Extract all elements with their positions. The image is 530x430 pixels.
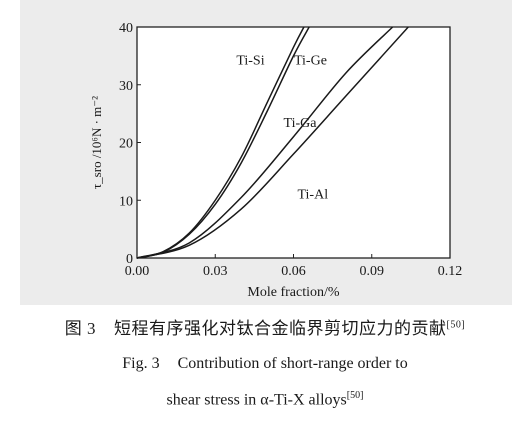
series-label-ti-al: Ti-Al [297, 188, 328, 203]
x-tick-label: 0.00 [125, 264, 150, 279]
caption-english-line2: shear stress in α-Ti-X alloys[50] [0, 389, 530, 411]
x-tick-label: 0.06 [281, 264, 306, 279]
caption-en-line2-text: shear stress in α-Ti-X alloys [166, 391, 347, 409]
caption-cn-text: 短程有序强化对钛合金临界剪切应力的贡献 [114, 319, 447, 338]
series-label-ti-ge: Ti-Ge [294, 54, 327, 69]
x-tick-label: 0.03 [203, 264, 228, 279]
caption-cn-ref: [50] [446, 319, 466, 331]
y-tick-label: 20 [119, 137, 133, 152]
x-tick-label: 0.09 [360, 264, 385, 279]
y-axis-label: τ_sro /10⁶N · m⁻² [89, 96, 104, 189]
caption-chinese: 图 3 短程有序强化对钛合金临界剪切应力的贡献[50] [0, 318, 530, 340]
series-label-ti-ga: Ti-Ga [284, 116, 318, 131]
line-chart: 0.00 0.03 0.06 0.09 0.12 0 10 20 30 40 Mole fracti… [89, 21, 463, 300]
caption-cn-label: 图 3 [64, 319, 97, 338]
y-tick-label: 0 [126, 252, 133, 267]
x-axis-label: Mole fraction/% [247, 285, 339, 300]
series-line-ti-al [136, 26, 409, 259]
series-line-ti-ga [136, 26, 394, 259]
caption-en-line1-text: Contribution of short-range order to [177, 355, 408, 372]
series-label-ti-si: Ti-Si [236, 54, 264, 69]
y-tick-label: 10 [119, 194, 133, 209]
plot-frame [136, 26, 451, 259]
y-tick-label: 40 [119, 21, 133, 36]
caption-en-label: Fig. 3 [122, 355, 160, 372]
y-tick-label: 30 [119, 79, 133, 94]
caption-english-line1: Fig. 3 Contribution of short-range order … [0, 354, 530, 375]
x-tick-label: 0.12 [438, 264, 463, 279]
caption-en-ref: [50] [346, 390, 364, 401]
